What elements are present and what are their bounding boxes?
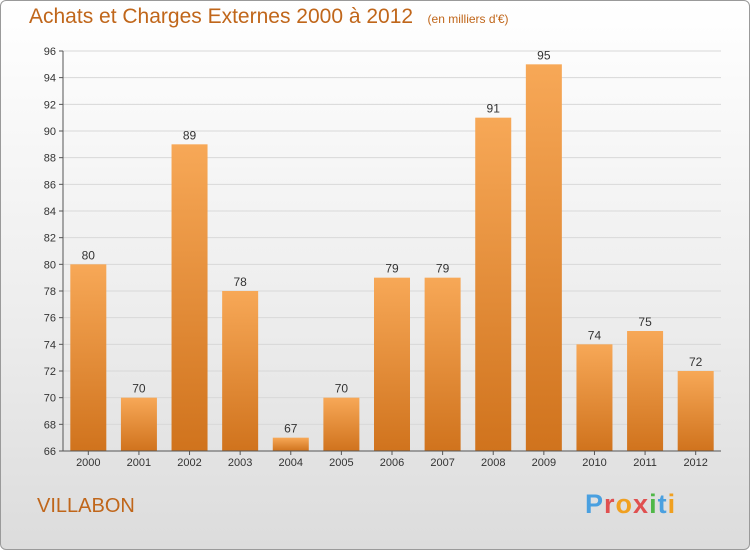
data-label: 67 — [284, 422, 298, 436]
bars-layer — [70, 64, 714, 452]
data-label: 70 — [335, 382, 349, 396]
y-tick-label: 90 — [44, 126, 56, 138]
y-tick-label: 68 — [44, 419, 56, 431]
bar — [576, 344, 613, 451]
bar — [525, 64, 562, 452]
data-label: 74 — [588, 328, 602, 342]
data-label: 70 — [132, 382, 146, 396]
x-tick-label: 2009 — [532, 457, 556, 469]
title-line: Achats et Charges Externes 2000 à 2012 (… — [29, 5, 509, 29]
x-tick-label: 2000 — [76, 457, 100, 469]
y-tick-label: 94 — [44, 73, 56, 85]
x-tick-label: 2001 — [127, 457, 151, 469]
x-tick-label: 2008 — [481, 457, 505, 469]
bar — [120, 397, 157, 451]
data-label: 79 — [436, 262, 450, 276]
data-label: 80 — [82, 248, 96, 262]
bar — [323, 397, 360, 451]
x-tick-label: 2005 — [329, 457, 353, 469]
bar — [475, 117, 512, 452]
bar — [424, 277, 461, 451]
y-tick-label: 82 — [44, 233, 56, 245]
bar — [677, 371, 714, 451]
x-tick-label: 2007 — [430, 457, 454, 469]
y-tick-label: 96 — [44, 46, 56, 58]
x-tick-label: 2004 — [279, 457, 303, 469]
x-tick-label: 2002 — [177, 457, 201, 469]
y-tick-label: 72 — [44, 366, 56, 378]
chart-title: Achats et Charges Externes 2000 à 2012 — [29, 5, 414, 28]
y-tick-label: 84 — [44, 206, 56, 218]
bar — [171, 144, 208, 452]
data-label: 72 — [689, 355, 703, 369]
data-label: 78 — [233, 275, 247, 289]
proxiti-logo: Proxiti — [585, 489, 677, 519]
data-labels: 80 70 89 78 67 70 79 79 91 95 74 75 72 — [82, 48, 703, 435]
data-label: 95 — [537, 48, 551, 62]
y-tick-label: 70 — [44, 393, 56, 405]
bar — [374, 277, 410, 451]
y-tick-label: 92 — [44, 99, 56, 111]
x-tick-label: 2010 — [582, 457, 606, 469]
y-axis: 66 68 70 72 74 76 78 80 82 84 86 88 90 92 94 96 — [44, 46, 64, 458]
x-tick-label: 2012 — [683, 457, 707, 469]
city-name: VILLABON — [37, 495, 135, 517]
data-label: 79 — [385, 262, 399, 276]
bar — [627, 331, 664, 451]
bar — [222, 291, 259, 451]
chart-unit: (en milliers d'€) — [427, 12, 509, 26]
y-tick-label: 76 — [44, 313, 56, 325]
data-label: 89 — [183, 128, 197, 142]
x-tick-label: 2006 — [380, 457, 404, 469]
data-label: 75 — [638, 315, 652, 329]
bar — [272, 437, 309, 451]
x-tick-label: 2003 — [228, 457, 252, 469]
y-tick-label: 78 — [44, 286, 56, 298]
y-tick-label: 66 — [44, 446, 56, 458]
x-tick-label: 2011 — [633, 457, 657, 469]
bar — [70, 264, 107, 451]
x-axis: 2000 2001 2002 2003 2004 2005 2006 2007 2008 2009… — [63, 450, 721, 469]
y-tick-label: 88 — [44, 153, 56, 165]
y-tick-label: 86 — [44, 179, 56, 191]
y-tick-label: 74 — [44, 339, 56, 351]
data-label: 91 — [487, 102, 501, 116]
y-tick-label: 80 — [44, 259, 56, 271]
